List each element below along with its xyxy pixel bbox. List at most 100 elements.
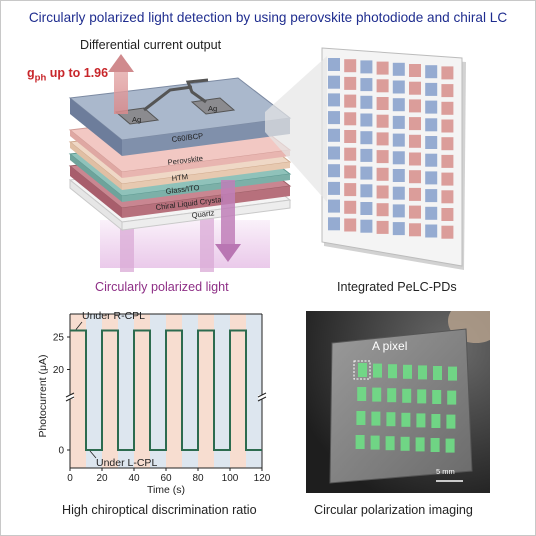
axis-break-gap [66, 395, 74, 399]
layer-label-glass-ito: Glass/ITO [165, 183, 200, 196]
band-R [70, 314, 86, 468]
pixel-red [344, 59, 357, 73]
pixel-red [441, 119, 454, 133]
chart-caption: High chiroptical discrimination ratio [62, 503, 257, 517]
photo-drawing [306, 311, 490, 493]
pixel-blue [328, 58, 340, 71]
gph-symbol: g [27, 66, 35, 80]
band-L [150, 314, 166, 468]
output-label: Differential current output [80, 38, 222, 52]
photo-pixel [432, 390, 442, 404]
pixel-red [441, 84, 454, 98]
pixel-red [376, 220, 389, 234]
pixel-red [344, 130, 357, 143]
pixel-blue [425, 224, 438, 238]
pixel-blue [328, 111, 340, 125]
photocurrent-chart: 0 20 40 60 80 100 120 20 25 0 Time (s) Photocurrent… [37, 310, 271, 496]
pixel-blue [360, 219, 373, 233]
photo-pixel [386, 412, 396, 427]
band-R [230, 314, 246, 468]
pixel-red [376, 203, 389, 217]
photo-pixel [401, 412, 411, 427]
annotation-r-cpl-pointer [75, 321, 83, 330]
pixel-red [409, 134, 421, 148]
photo-pixel [431, 414, 441, 428]
pixel-red [409, 187, 421, 201]
pixel-red [441, 101, 454, 115]
pixel-red [376, 61, 389, 75]
device-stack-illustration: Ag Ag C60/BCP Perovskite HTM Glass/ITO C… [68, 54, 292, 272]
pixel-red [376, 79, 389, 93]
photo-pixel [448, 366, 457, 381]
layer-label-htm: HTM [171, 172, 188, 183]
pixel-red [344, 165, 357, 179]
pixel-red [376, 97, 389, 110]
pixel-red [409, 223, 421, 237]
pixel-blue [425, 82, 438, 96]
pixel-blue [328, 93, 340, 107]
ag-electrode-right: Ag [185, 78, 236, 115]
imaging-photo: A pixel 5 mm [306, 311, 490, 493]
band-L [118, 314, 134, 468]
pixel-red [344, 94, 357, 108]
pixel-red [441, 225, 454, 239]
pixel-red [441, 208, 454, 221]
x-tick-label: 40 [128, 473, 140, 484]
photo-pixel [445, 438, 455, 453]
input-light-label: Circularly polarized light [95, 280, 229, 294]
band-R [198, 314, 214, 468]
photo-pixel [446, 414, 456, 429]
pixel-blue [328, 128, 340, 142]
pixel-red [376, 185, 389, 199]
band-R [134, 314, 150, 468]
photo-pixel [356, 411, 366, 425]
pixel-red [344, 218, 357, 232]
photo-pixel [387, 388, 397, 403]
pixel-blue [360, 95, 373, 109]
photo-pixel [400, 436, 410, 451]
band-L [182, 314, 198, 468]
pixel-blue [360, 113, 373, 127]
pixel-blue [392, 169, 405, 182]
photo-caption: Circular polarization imaging [314, 503, 473, 517]
x-tick-label: 20 [96, 473, 108, 484]
pixel-blue [392, 98, 405, 112]
pixel-blue [360, 202, 373, 215]
pixel-blue [425, 65, 438, 79]
incident-arrow-icon [215, 180, 241, 262]
pixel-blue [392, 222, 405, 236]
pixel-blue [392, 62, 405, 76]
axis-break-mark [65, 392, 75, 398]
photo-pixel [370, 435, 380, 450]
photo-pixel [417, 389, 427, 404]
pixel-blue [425, 100, 438, 114]
layer-label-quartz: Quartz [191, 208, 215, 220]
annotation-l-cpl: Under L-CPL [96, 457, 157, 469]
gph-value: gph up to 1.96 [27, 66, 108, 84]
x-tick-label: 60 [160, 473, 172, 484]
output-arrow-icon [108, 54, 134, 114]
photocurrent-series-line [70, 329, 262, 451]
pixel-blue [425, 136, 438, 149]
pixel-red [409, 170, 421, 184]
pixel-highlight-box [353, 360, 371, 380]
pixel-red [409, 205, 421, 219]
band-L [214, 314, 230, 468]
axis-break-mark [257, 396, 267, 402]
pixel-blue [328, 199, 340, 213]
pixel-red [376, 132, 389, 146]
pixel-blue [392, 133, 405, 147]
pixel-blue [360, 148, 373, 162]
photo-pixel [415, 437, 425, 452]
pixel-red [344, 76, 357, 90]
pixel-red [441, 190, 454, 204]
photo-pixel [430, 438, 440, 452]
x-tick-label: 0 [67, 473, 73, 484]
annotation-l-cpl-pointer [89, 450, 97, 459]
pixel-red [344, 112, 357, 126]
gph-subscript: ph [34, 72, 47, 84]
photo-pixel [357, 387, 367, 401]
band-R [102, 314, 118, 468]
pixel-red [441, 137, 454, 151]
y-axis-label: Photocurrent (μA) [37, 354, 49, 437]
